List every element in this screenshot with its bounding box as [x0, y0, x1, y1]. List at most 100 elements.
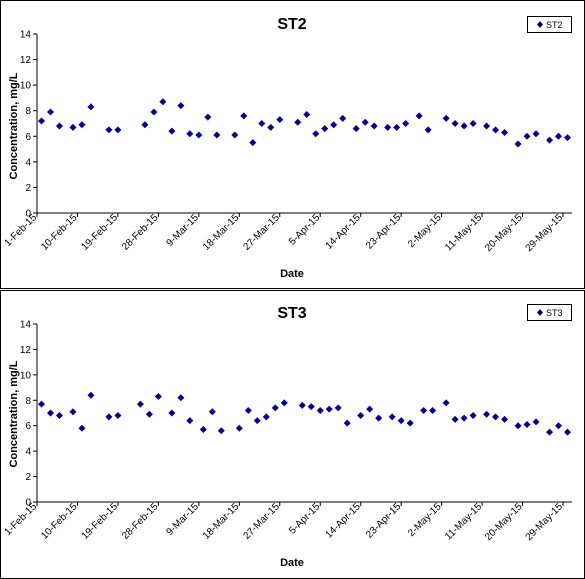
data-point [249, 139, 257, 147]
data-point [78, 424, 86, 432]
x-tick-label: 9-Mar-15 [164, 501, 201, 538]
data-point [321, 125, 329, 133]
data-point [330, 121, 338, 129]
y-tick-label: 14 [20, 30, 32, 41]
x-tick-label: 11-May-15 [443, 212, 484, 253]
y-axis-label: Concentration, mg/L [8, 72, 20, 179]
data-point [469, 412, 477, 420]
y-tick-label: 12 [20, 55, 32, 66]
data-point [46, 409, 54, 417]
x-tick-label: 18-Mar-15 [201, 501, 242, 542]
data-point [69, 408, 77, 416]
chart-svg-st3: ST3 Date Concentration, mg/L ST3 0 2 4 6 8 10… [0, 290, 585, 579]
data-point [429, 406, 437, 414]
data-point [267, 123, 275, 131]
chart-legend: ST2 [527, 16, 572, 33]
data-point [451, 120, 459, 127]
data-point [262, 413, 270, 421]
data-point [357, 412, 365, 420]
data-point [258, 120, 266, 127]
data-point [514, 140, 522, 148]
data-point [325, 405, 333, 413]
data-point [105, 413, 113, 421]
x-tick-label: 27-Mar-15 [241, 501, 282, 542]
data-point [55, 122, 63, 130]
x-tick-label: 1-Feb-15 [3, 212, 40, 249]
data-point [271, 404, 279, 412]
data-point [177, 102, 185, 110]
data-point [154, 392, 162, 400]
data-point [555, 132, 563, 140]
data-point [145, 410, 153, 418]
data-point [244, 406, 252, 414]
legend-box [527, 304, 572, 321]
y-tick-label: 0 [25, 498, 31, 509]
data-point [312, 130, 320, 138]
data-point [492, 126, 500, 134]
data-point [564, 134, 572, 142]
data-point [514, 422, 522, 430]
data-point [46, 108, 54, 116]
data-point [366, 405, 374, 413]
data-point [442, 114, 450, 122]
x-tick-label: 5-Apr-15 [287, 212, 323, 248]
data-point [384, 123, 392, 131]
x-tick-label: 27-Mar-15 [241, 212, 282, 253]
data-point [546, 428, 554, 436]
data-point [492, 413, 500, 421]
data-point [483, 410, 491, 418]
data-point [177, 394, 185, 402]
chart-title: ST3 [277, 305, 306, 322]
data-point [37, 117, 45, 125]
data-point [460, 414, 468, 422]
data-point [208, 408, 216, 416]
data-point [532, 130, 540, 138]
x-tick-label: 19-Feb-15 [80, 501, 121, 542]
data-point [217, 427, 225, 435]
x-tick-label: 28-Feb-15 [120, 212, 161, 253]
data-point [136, 400, 144, 408]
data-point [186, 130, 194, 138]
legend-label: ST3 [546, 308, 563, 318]
x-tick-label: 11-May-15 [443, 501, 484, 542]
data-point [424, 126, 432, 134]
data-point [339, 114, 347, 122]
x-axis-label: Date [280, 268, 304, 280]
legend-marker-icon [537, 309, 543, 316]
data-point [523, 420, 531, 428]
y-tick-label: 4 [25, 157, 31, 168]
y-tick-label: 10 [20, 81, 32, 92]
data-point [352, 125, 360, 133]
data-point [69, 123, 77, 131]
data-point [375, 414, 383, 422]
data-point [276, 116, 284, 124]
y-tick-label: 2 [25, 183, 31, 194]
data-point [460, 122, 468, 130]
data-point [87, 103, 95, 111]
data-point [532, 418, 540, 426]
x-tick-label: 28-Feb-15 [120, 501, 161, 542]
data-point [213, 131, 221, 139]
x-tick-label: 5-Apr-15 [287, 501, 323, 537]
data-point [199, 426, 207, 434]
x-tick-label: 19-Feb-15 [80, 212, 121, 253]
data-point [37, 400, 45, 408]
data-point [388, 413, 396, 421]
data-point [55, 412, 63, 420]
y-tick-label: 4 [25, 447, 31, 458]
chart-legend: ST3 [527, 304, 572, 321]
data-point [186, 417, 194, 425]
data-point [150, 108, 158, 116]
data-point [501, 415, 509, 423]
data-point [523, 132, 531, 140]
data-point [159, 98, 167, 106]
y-tick-label: 2 [25, 472, 31, 483]
x-tick-label: 23-Apr-15 [364, 501, 404, 541]
data-point [564, 428, 572, 436]
y-axis-label: Concentration, mg/L [8, 360, 20, 467]
data-point [114, 412, 122, 420]
data-point [546, 136, 554, 144]
data-point [370, 122, 378, 130]
data-point [298, 401, 306, 409]
data-point [253, 417, 261, 425]
